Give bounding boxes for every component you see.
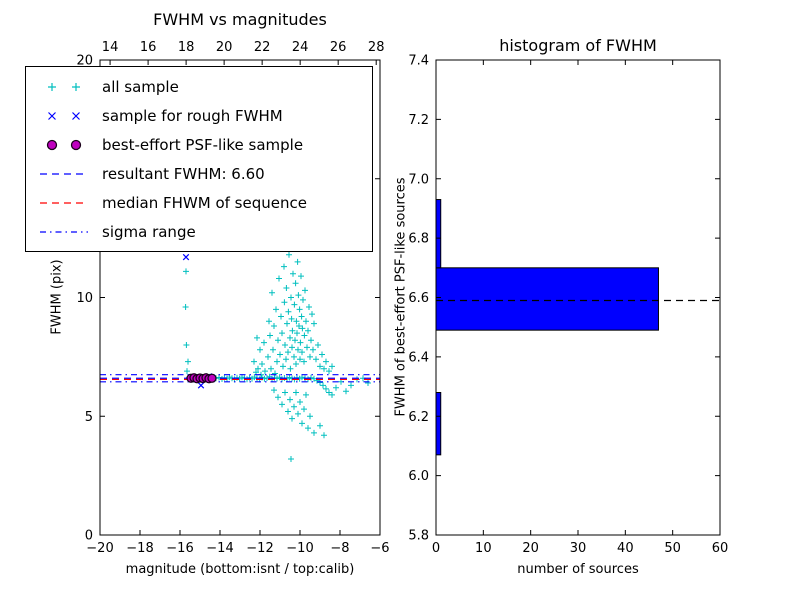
right-ylabel: FWHM of best-effort PSF-like sources (393, 177, 409, 417)
dashdot-line-icon (40, 230, 88, 233)
all-sample-points (182, 251, 371, 462)
dashed-line-icon (40, 201, 88, 204)
y-tick-label: 20 (76, 54, 93, 69)
y-tick-label: 6.0 (408, 469, 429, 484)
legend-label: resultant FWHM: 6.60 (102, 164, 265, 183)
y-tick-label: 7.4 (408, 54, 429, 69)
left-chart-title: FWHM vs magnitudes (153, 10, 327, 29)
x-bottom-tick-label: −18 (126, 541, 153, 556)
x-glyph (48, 111, 56, 120)
y-tick-label: 5.8 (408, 529, 429, 544)
legend: all sample sample for rough FWHM best-effo… (25, 66, 373, 252)
dashed-line-icon (40, 172, 88, 175)
x-top-tick-label: 18 (178, 40, 195, 55)
legend-item-4: median FHWM of sequence (26, 188, 372, 217)
y-tick-label: 10 (76, 291, 93, 306)
x-top-tick-label: 20 (216, 40, 233, 55)
legend-item-1: sample for rough FWHM (26, 101, 372, 130)
x-bottom-tick-label: −6 (370, 541, 389, 556)
right-xlabel: number of sources (517, 562, 639, 577)
legend-label: median FHWM of sequence (102, 193, 307, 212)
y-tick-label: 5 (85, 410, 93, 425)
x-top-tick-label: 22 (254, 40, 271, 55)
circle-icon (46, 139, 82, 150)
x-tick-label: 30 (570, 541, 587, 556)
legend-item-0: all sample (26, 72, 372, 101)
y-tick-label: 6.6 (408, 291, 429, 306)
legend-item-5: sigma range (26, 217, 372, 246)
x-top-tick-label: 24 (292, 40, 309, 55)
x-tick-label: 0 (432, 541, 440, 556)
x-top-tick-label: 28 (368, 40, 385, 55)
x-bottom-tick-label: −12 (246, 541, 273, 556)
x-icon (48, 111, 80, 120)
legend-label: sigma range (102, 222, 196, 241)
legend-label: best-effort PSF-like sample (102, 135, 304, 154)
circle-glyph (70, 139, 82, 150)
legend-label: all sample (102, 77, 179, 96)
histogram-bar (435, 392, 442, 456)
histogram-bar (435, 199, 442, 269)
x-tick-label: 10 (475, 541, 492, 556)
x-bottom-tick-label: −20 (86, 541, 113, 556)
x-tick-label: 60 (712, 541, 729, 556)
right-chart-title: histogram of FWHM (499, 36, 657, 55)
x-top-tick-label: 16 (140, 40, 157, 55)
y-tick-label: 6.2 (408, 410, 429, 425)
circle-glyph (46, 139, 58, 150)
y-tick-label: 7.2 (408, 113, 429, 128)
histogram-bar (435, 267, 659, 331)
y-tick-label: 7.0 (408, 172, 429, 187)
x-bottom-tick-label: −10 (286, 541, 313, 556)
x-bottom-tick-label: −16 (166, 541, 193, 556)
legend-item-3: resultant FWHM: 6.60 (26, 159, 372, 188)
x-tick-label: 40 (617, 541, 634, 556)
y-tick-label: 6.4 (408, 350, 429, 365)
x-top-tick-label: 14 (102, 40, 119, 55)
left-xlabel: magnitude (bottom:isnt / top:calib) (125, 562, 355, 577)
left-ylabel: FWHM (pix) (49, 259, 65, 335)
x-top-tick-label: 26 (330, 40, 347, 55)
x-tick-label: 20 (522, 541, 539, 556)
plus-icon (48, 82, 80, 91)
y-tick-label: 6.8 (408, 232, 429, 247)
legend-label: sample for rough FWHM (102, 106, 283, 125)
plus-glyph (48, 82, 56, 91)
x-bottom-tick-label: −14 (206, 541, 233, 556)
x-tick-label: 50 (664, 541, 681, 556)
x-glyph (72, 111, 80, 120)
y-tick-label: 0 (85, 529, 93, 544)
psf-sample-point (207, 373, 217, 383)
legend-item-2: best-effort PSF-like sample (26, 130, 372, 159)
plus-glyph (72, 82, 80, 91)
x-bottom-tick-label: −8 (330, 541, 349, 556)
